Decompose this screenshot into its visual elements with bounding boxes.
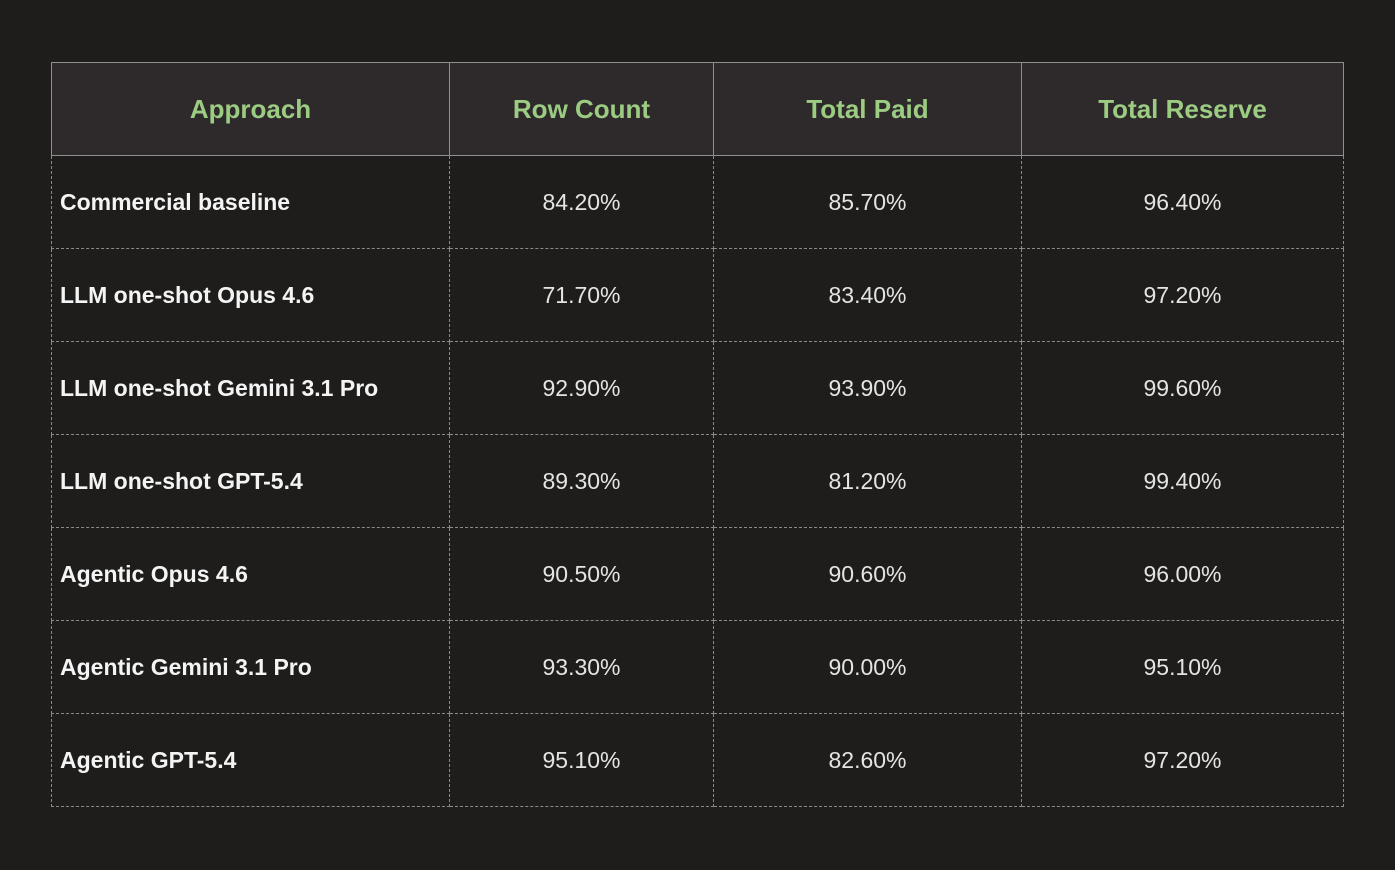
total-paid-cell: 83.40%	[713, 248, 1022, 342]
approach-cell: Agentic Gemini 3.1 Pro	[51, 620, 450, 714]
table-row: LLM one-shot GPT-5.4 89.30% 81.20% 99.40%	[51, 434, 1344, 528]
table-row: Agentic GPT-5.4 95.10% 82.60% 97.20%	[51, 713, 1344, 807]
total-reserve-cell: 99.40%	[1021, 434, 1344, 528]
approach-cell: Agentic Opus 4.6	[51, 527, 450, 621]
row-count-cell: 90.50%	[449, 527, 714, 621]
total-reserve-cell: 99.60%	[1021, 341, 1344, 435]
table-body: Commercial baseline 84.20% 85.70% 96.40% LLM…	[51, 155, 1344, 807]
row-count-cell: 93.30%	[449, 620, 714, 714]
approach-cell: Commercial baseline	[51, 155, 450, 249]
table-row: Commercial baseline 84.20% 85.70% 96.40%	[51, 155, 1344, 249]
total-reserve-cell: 96.00%	[1021, 527, 1344, 621]
approach-cell: LLM one-shot GPT-5.4	[51, 434, 450, 528]
table-row: Agentic Gemini 3.1 Pro 93.30% 90.00% 95.10%	[51, 620, 1344, 714]
results-table-container: Approach Row Count Total Paid Total Rese…	[51, 62, 1344, 807]
total-paid-cell: 85.70%	[713, 155, 1022, 249]
table-row: LLM one-shot Gemini 3.1 Pro 92.90% 93.90% 9…	[51, 341, 1344, 435]
row-count-cell: 84.20%	[449, 155, 714, 249]
row-count-cell: 89.30%	[449, 434, 714, 528]
total-paid-cell: 82.60%	[713, 713, 1022, 807]
header-row: Approach Row Count Total Paid Total Rese…	[51, 62, 1344, 156]
total-paid-cell: 81.20%	[713, 434, 1022, 528]
header-row-count: Row Count	[449, 62, 714, 156]
approach-cell: LLM one-shot Gemini 3.1 Pro	[51, 341, 450, 435]
header-total-reserve: Total Reserve	[1021, 62, 1344, 156]
total-reserve-cell: 95.10%	[1021, 620, 1344, 714]
header-approach: Approach	[51, 62, 450, 156]
row-count-cell: 71.70%	[449, 248, 714, 342]
row-count-cell: 95.10%	[449, 713, 714, 807]
header-total-paid: Total Paid	[713, 62, 1022, 156]
table-row: LLM one-shot Opus 4.6 71.70% 83.40% 97.20%	[51, 248, 1344, 342]
total-paid-cell: 90.00%	[713, 620, 1022, 714]
total-reserve-cell: 96.40%	[1021, 155, 1344, 249]
row-count-cell: 92.90%	[449, 341, 714, 435]
approach-cell: LLM one-shot Opus 4.6	[51, 248, 450, 342]
results-table: Approach Row Count Total Paid Total Rese…	[51, 62, 1344, 807]
total-paid-cell: 90.60%	[713, 527, 1022, 621]
table-row: Agentic Opus 4.6 90.50% 90.60% 96.00%	[51, 527, 1344, 621]
total-reserve-cell: 97.20%	[1021, 248, 1344, 342]
total-paid-cell: 93.90%	[713, 341, 1022, 435]
total-reserve-cell: 97.20%	[1021, 713, 1344, 807]
table-header: Approach Row Count Total Paid Total Rese…	[51, 62, 1344, 156]
approach-cell: Agentic GPT-5.4	[51, 713, 450, 807]
